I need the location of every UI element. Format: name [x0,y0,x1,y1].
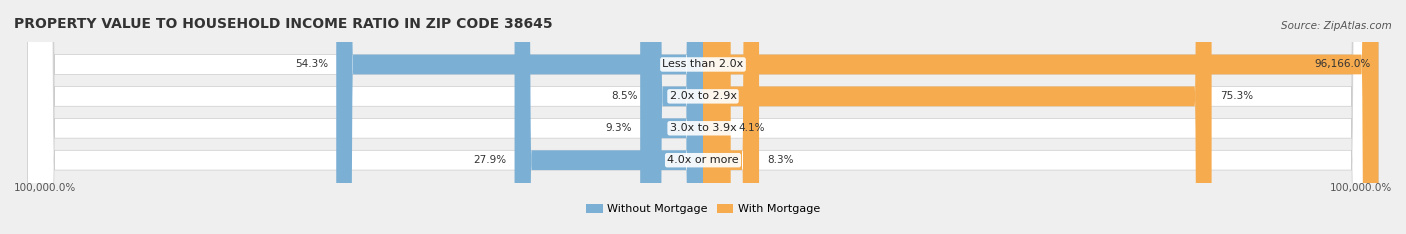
FancyBboxPatch shape [336,0,703,234]
FancyBboxPatch shape [28,0,1378,234]
FancyBboxPatch shape [703,0,759,234]
FancyBboxPatch shape [703,0,1378,234]
Text: 4.1%: 4.1% [738,123,765,133]
Text: 96,166.0%: 96,166.0% [1315,59,1371,69]
Text: 9.3%: 9.3% [606,123,633,133]
Text: 3.0x to 3.9x: 3.0x to 3.9x [669,123,737,133]
FancyBboxPatch shape [703,0,731,234]
Text: 75.3%: 75.3% [1219,91,1253,101]
FancyBboxPatch shape [703,0,1212,234]
Text: 2.0x to 2.9x: 2.0x to 2.9x [669,91,737,101]
Text: 54.3%: 54.3% [295,59,328,69]
Text: 8.3%: 8.3% [768,155,793,165]
Text: Less than 2.0x: Less than 2.0x [662,59,744,69]
FancyBboxPatch shape [28,0,1378,234]
Text: Source: ZipAtlas.com: Source: ZipAtlas.com [1281,21,1392,31]
FancyBboxPatch shape [645,0,703,234]
Legend: Without Mortgage, With Mortgage: Without Mortgage, With Mortgage [582,199,824,219]
Text: 100,000.0%: 100,000.0% [14,183,76,193]
Text: 100,000.0%: 100,000.0% [1330,183,1392,193]
Text: 8.5%: 8.5% [612,91,637,101]
Text: 27.9%: 27.9% [474,155,506,165]
FancyBboxPatch shape [515,0,703,234]
Text: PROPERTY VALUE TO HOUSEHOLD INCOME RATIO IN ZIP CODE 38645: PROPERTY VALUE TO HOUSEHOLD INCOME RATIO… [14,17,553,31]
FancyBboxPatch shape [28,0,1378,234]
FancyBboxPatch shape [28,0,1378,234]
Text: 4.0x or more: 4.0x or more [668,155,738,165]
FancyBboxPatch shape [640,0,703,234]
